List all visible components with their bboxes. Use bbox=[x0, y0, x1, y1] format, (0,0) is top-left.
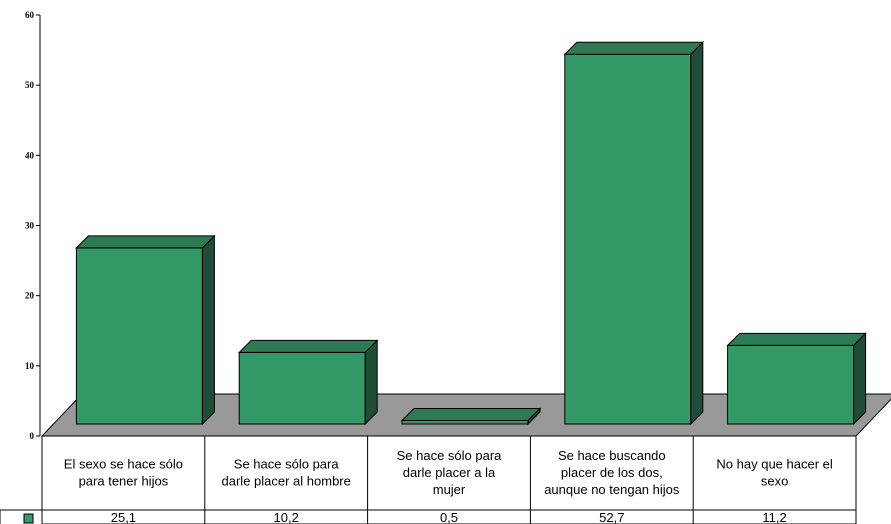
value-label: 25,1 bbox=[111, 510, 136, 524]
bar-top bbox=[726, 332, 867, 346]
category-label: El sexo se hace sólo para tener hijos bbox=[64, 457, 183, 489]
bar-top bbox=[400, 407, 542, 421]
y-tick-label: 50 bbox=[25, 80, 35, 90]
bar-front bbox=[75, 247, 203, 425]
bar-front bbox=[564, 53, 692, 425]
y-tick-label: 60 bbox=[25, 10, 35, 20]
bar-side bbox=[690, 41, 704, 426]
category-label: No hay que hacer el sexo bbox=[716, 457, 832, 489]
bar-1 bbox=[75, 234, 216, 426]
value-label: 11,2 bbox=[762, 510, 786, 524]
category-label: Se hace sólo para darle placer al hombre bbox=[222, 457, 351, 489]
category-label: Se hace sólo para darle placer a la mujer bbox=[397, 448, 503, 497]
bar-5 bbox=[726, 332, 867, 426]
bar-top bbox=[75, 235, 216, 249]
bar-3 bbox=[400, 407, 542, 426]
bar-2 bbox=[237, 339, 379, 426]
bar-front bbox=[238, 351, 366, 425]
bar-4 bbox=[563, 41, 705, 426]
y-tick-label: 30 bbox=[25, 221, 35, 231]
bar-side bbox=[201, 234, 215, 426]
data-table bbox=[41, 435, 857, 524]
y-tick-label: 0 bbox=[30, 431, 35, 441]
category-label: Se hace buscando placer de los dos, aunque… bbox=[544, 448, 680, 497]
bar-front bbox=[401, 419, 529, 425]
legend-key-swatch bbox=[23, 513, 34, 524]
bar-top bbox=[237, 339, 379, 353]
value-label: 10,2 bbox=[274, 510, 299, 524]
y-tick-label: 20 bbox=[25, 291, 35, 301]
bar-top bbox=[563, 41, 705, 55]
bar-side bbox=[853, 332, 867, 426]
bar-side bbox=[364, 339, 378, 426]
bar-front bbox=[727, 344, 855, 425]
y-tick-label: 10 bbox=[25, 361, 35, 371]
value-label: 52,7 bbox=[599, 510, 624, 524]
y-tick-label: 40 bbox=[25, 150, 35, 160]
value-label: 0,5 bbox=[440, 510, 458, 524]
